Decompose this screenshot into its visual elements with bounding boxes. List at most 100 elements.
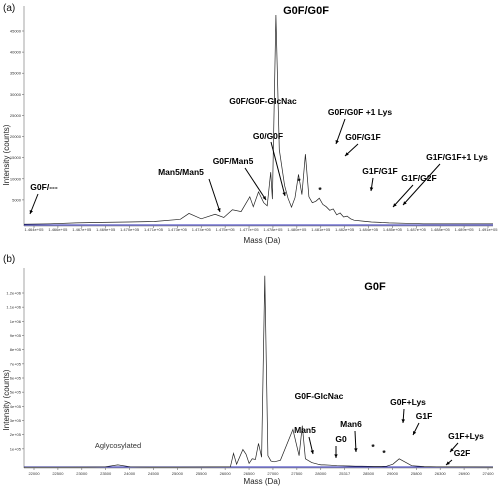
- x-tick-label: 24500: [148, 471, 160, 476]
- y-tick-label: 10000: [10, 176, 22, 181]
- x-tick-label: 28500: [363, 471, 375, 476]
- arrow-head: [345, 152, 349, 156]
- y-tick-label: 2e+05: [10, 432, 22, 437]
- x-tick-label: 24000: [124, 471, 136, 476]
- x-tick-label: 26000: [220, 471, 232, 476]
- y-tick-label: 20000: [10, 134, 22, 139]
- peak-annotation: G0F/G1F: [345, 132, 380, 142]
- x-tick-label: 25500: [196, 471, 208, 476]
- x-tick-label: 27500: [291, 471, 303, 476]
- panel-b-x-ticks: 22000 22500 23000 23500 24000 24500 25000 25500…: [28, 468, 494, 476]
- y-tick-label: 1e+06: [10, 319, 22, 324]
- peak-annotation: G0F/G0F: [283, 5, 329, 17]
- y-tick-label: 8e+05: [10, 347, 22, 352]
- peak-annotation: G0F+Lys: [390, 397, 426, 407]
- x-tick-label: 22500: [52, 471, 64, 476]
- peak-annotation: G0: [335, 434, 347, 444]
- y-tick-label: 25000: [10, 113, 22, 118]
- spectrum-trace: [24, 275, 494, 468]
- peak-annotation: G0F-GlcNac: [295, 391, 344, 401]
- x-tick-label: 22000: [28, 471, 40, 476]
- x-tick-label: 1.474e+05: [192, 227, 212, 232]
- arrow-head: [450, 448, 454, 452]
- peak-annotation: Aglycosylated: [95, 441, 141, 450]
- x-tick-label: 25000: [172, 471, 184, 476]
- x-tick-label: 1.488e+05: [431, 227, 451, 232]
- arrow-head: [403, 201, 407, 205]
- x-tick-label: 1.482e+05: [335, 227, 355, 232]
- arrow-head: [446, 461, 450, 465]
- panel-a: (a) Intensity (counts) Mass (Da) 45000 40…: [2, 3, 498, 245]
- x-tick-label: 23000: [76, 471, 88, 476]
- arrow-head: [334, 454, 338, 458]
- x-tick-label: 28000: [315, 471, 327, 476]
- y-tick-label: 5000: [12, 197, 22, 202]
- x-tick-label: 1.473e+05: [168, 227, 188, 232]
- y-tick-label: 40000: [10, 50, 22, 55]
- x-tick-label: 1.478e+05: [263, 227, 283, 232]
- x-tick-label: 1.489e+05: [455, 227, 475, 232]
- x-tick-label: 1.469e+05: [96, 227, 116, 232]
- peak-annotation: G0F: [364, 281, 386, 293]
- peak-annotation: Man6: [340, 419, 362, 429]
- arrow-head: [369, 187, 374, 191]
- x-tick-label: 1.480e+05: [287, 227, 307, 232]
- x-tick-label: 26500: [243, 471, 255, 476]
- panel-b-y-axis-label: Intensity (counts): [2, 369, 11, 430]
- panel-a-y-ticks: 45000 40000 35000 30000 25000 20000 15000 10000…: [10, 29, 24, 202]
- x-tick-label: 1.470e+05: [120, 227, 140, 232]
- peak-annotation: G0F/G0F-GlcNac: [229, 96, 297, 106]
- arrow-head: [262, 196, 266, 200]
- y-tick-label: 30000: [10, 92, 22, 97]
- panel-b-spectrum: [24, 275, 494, 468]
- y-tick-label: 1e+05: [10, 446, 22, 451]
- spectrum-trace: [23, 14, 493, 225]
- arrow-head: [354, 448, 358, 452]
- x-tick-label: 1.485e+05: [383, 227, 403, 232]
- arrow-head: [401, 419, 405, 423]
- arrow-head: [335, 140, 339, 144]
- x-tick-label: 1.464e+05: [24, 227, 44, 232]
- peak-annotation: Man5: [294, 425, 316, 435]
- peak-annotation: *: [297, 176, 301, 186]
- panel-b-y-ticks: 1.2e+06 1.1e+06 1e+06 9e+05 8e+05 7e+05 6e+05 5…: [6, 291, 24, 451]
- arrow-head: [217, 208, 221, 212]
- x-tick-label: 25317: [339, 471, 351, 476]
- x-tick-label: 26300: [435, 471, 447, 476]
- y-tick-label: 4e+05: [10, 404, 22, 409]
- panel-b-annotations: G0F G0F-GlcNac Man6 G0F+Lys G1F Man5 G0 G1F+Lys…: [95, 281, 484, 466]
- y-tick-label: 35000: [10, 71, 22, 76]
- peak-annotation: *: [318, 185, 322, 195]
- arrow-head: [393, 203, 397, 207]
- annotation-arrow: [270, 141, 286, 197]
- y-tick-label: 9e+05: [10, 333, 22, 338]
- x-tick-label: 1.466e+05: [48, 227, 68, 232]
- annotation-arrow: [244, 167, 267, 201]
- x-tick-label: 23500: [100, 471, 112, 476]
- y-tick-label: 7e+05: [10, 361, 22, 366]
- panel-a-spectrum: [23, 14, 493, 226]
- y-tick-label: 1.1e+06: [6, 305, 21, 310]
- x-tick-label: 29000: [387, 471, 399, 476]
- peak-annotation: G0F/---: [30, 182, 58, 192]
- peak-annotation: G1F+Lys: [448, 431, 484, 441]
- panel-a-label: (a): [3, 3, 15, 14]
- peak-annotation: *: [371, 442, 375, 452]
- panel-b-label: (b): [3, 254, 15, 265]
- x-tick-label: 1.477e+05: [240, 227, 260, 232]
- x-tick-label: 1.475e+05: [216, 227, 236, 232]
- x-tick-label: 1.484e+05: [359, 227, 379, 232]
- y-tick-label: 5e+05: [10, 390, 22, 395]
- arrow-head: [282, 192, 286, 196]
- x-tick-label: 1.491e+05: [478, 227, 498, 232]
- y-tick-label: 6e+05: [10, 376, 22, 381]
- panel-a-y-axis-label: Intensity (counts): [2, 124, 11, 185]
- y-tick-label: 45000: [10, 29, 22, 34]
- x-tick-label: 26900: [459, 471, 471, 476]
- x-tick-label: 1.481e+05: [311, 227, 331, 232]
- x-tick-label: 25800: [411, 471, 423, 476]
- annotation-arrow: [402, 163, 441, 206]
- x-tick-label: 1.467e+05: [72, 227, 92, 232]
- y-tick-label: 3e+05: [10, 418, 22, 423]
